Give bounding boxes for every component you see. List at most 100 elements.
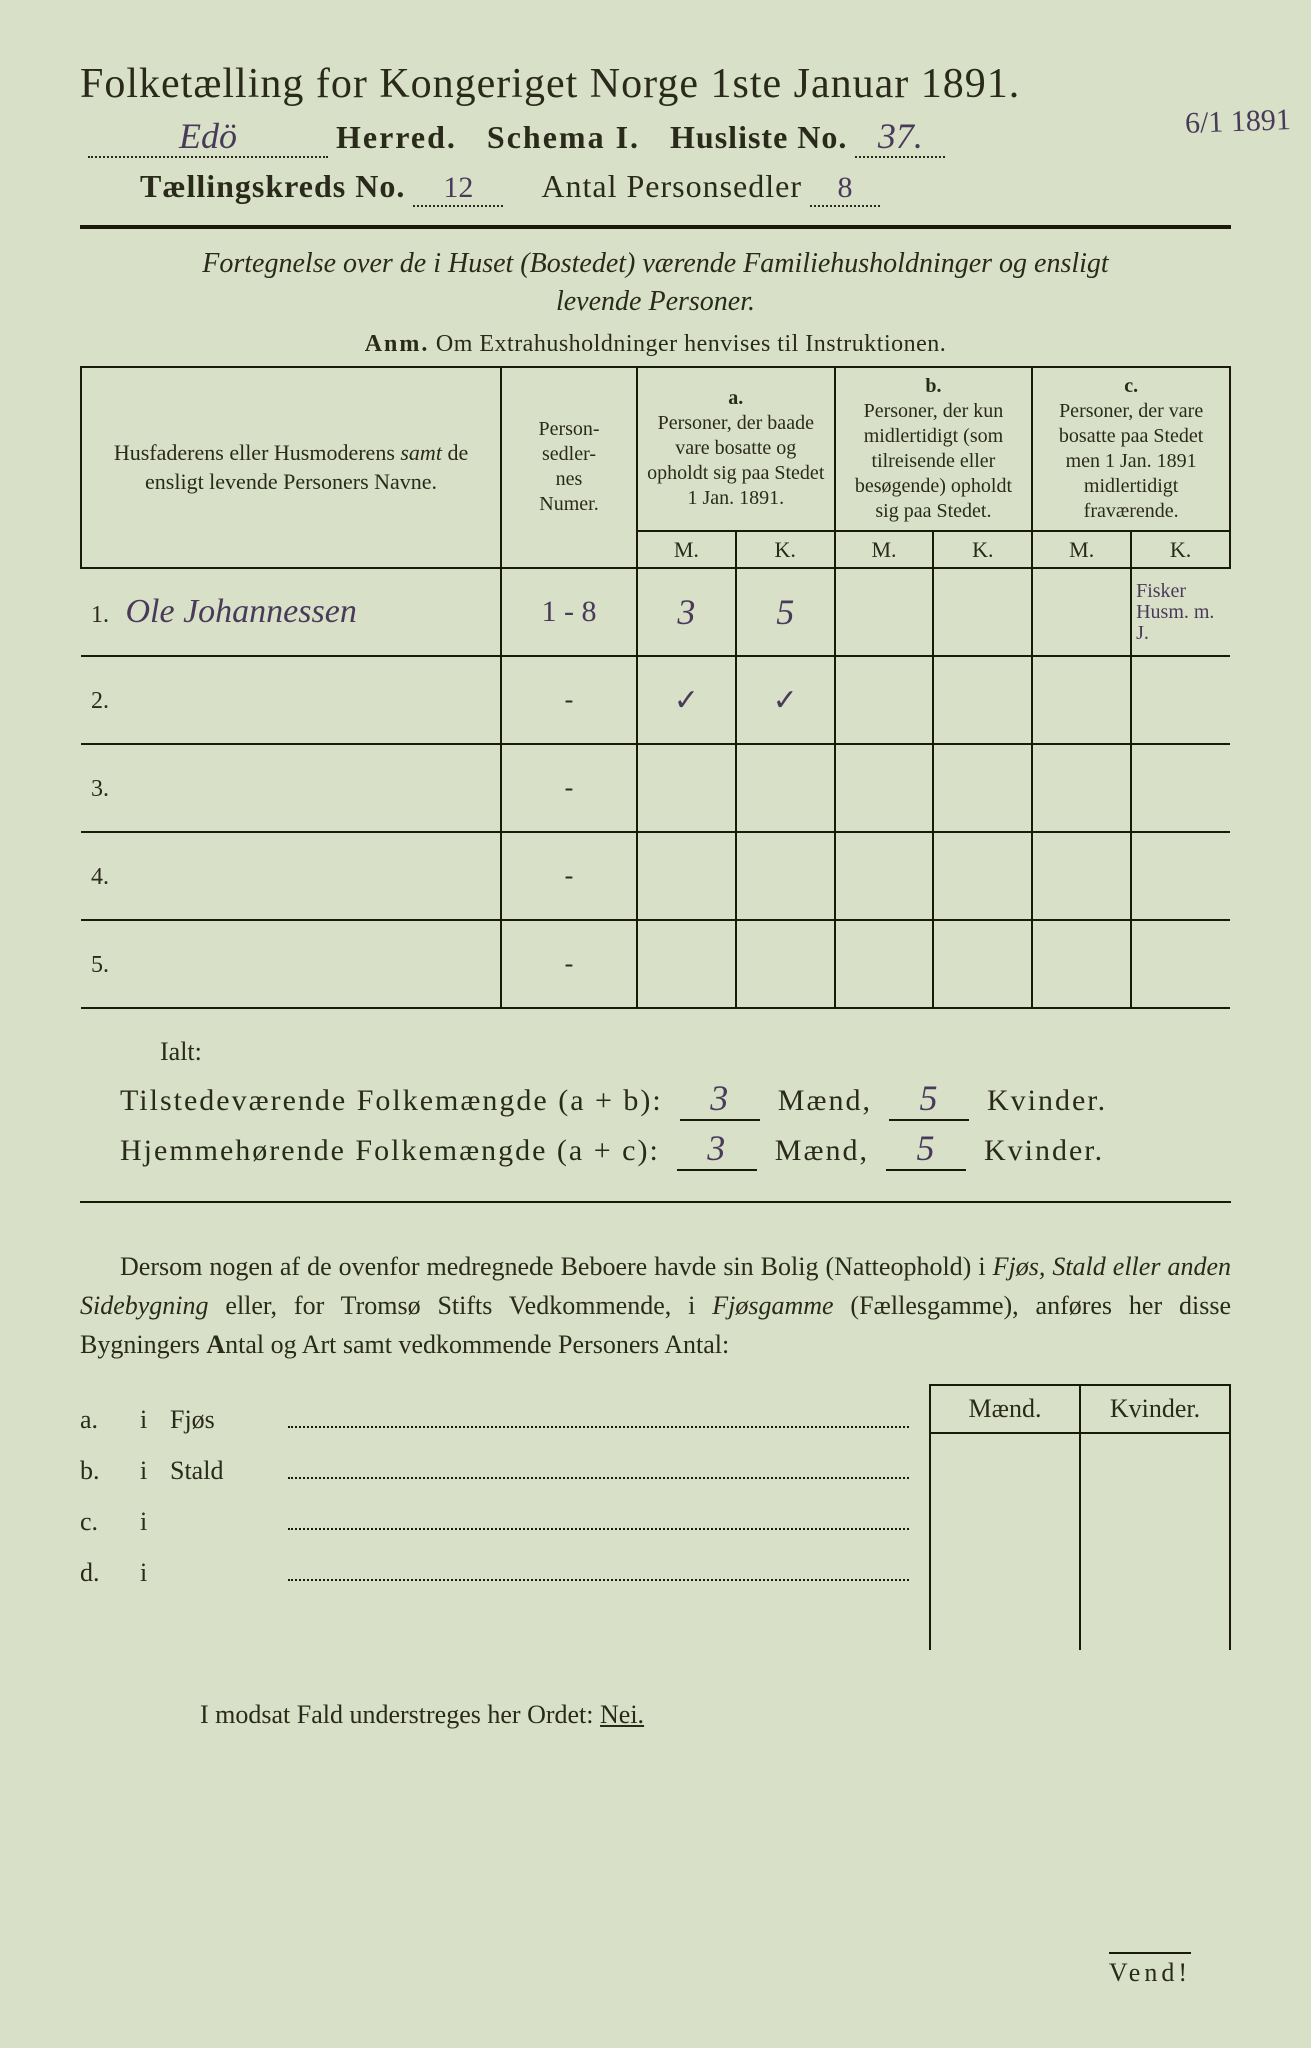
dwelling-paragraph: Dersom nogen af de ovenfor medregnede Be… [80,1247,1231,1364]
mk2-m-header: Mænd. [930,1385,1080,1433]
col-c-letter: c. [1039,374,1223,399]
dwelling-row: c. i [80,1502,909,1537]
col-c-text: Personer, der vare bosatte paa Stedet me… [1039,399,1223,524]
col-b-k: K. [933,531,1032,569]
dw-label: b. [80,1456,140,1486]
antal-label: Antal Personsedler [541,168,802,205]
turn-over-label: Vend! [1109,1952,1191,1988]
cell-a-k [736,920,835,1008]
table-row: 4. - [81,832,1230,920]
cell-b-k [933,832,1032,920]
subtitle-line1: Fortegnelse over de i Huset (Bostedet) v… [202,248,1108,279]
cell-c-m [1032,656,1131,744]
personsedler-num: - [501,656,637,744]
kvinder-label: Kvinder. [987,1084,1107,1117]
husliste-label: Husliste No. [670,119,847,156]
cell-b-m [835,656,934,744]
anm-label: Anm. [365,331,430,357]
cell-b-m [835,920,934,1008]
household-table: Husfaderens eller Husmode­rens samt de e… [80,366,1231,1010]
cell-b-k [933,568,1032,656]
census-form-page: Folketælling for Kongeriget Norge 1ste J… [0,0,1311,2048]
dotted-line [288,1400,909,1428]
col-a-letter: a. [644,386,828,411]
cell-c-m [1032,920,1131,1008]
dotted-line [288,1553,909,1581]
cell-c-m [1032,568,1131,656]
dwelling-list: a. i Fjøs b. i Stald c. i d. i [80,1384,929,1650]
herred-label: Herred. [336,119,457,156]
total-present-line: Tilstedeværende Folkemængde (a + b): 3 M… [120,1077,1231,1121]
nei-line: I modsat Fald understreges her Ordet: Ne… [200,1700,1231,1730]
col-name-header: Husfaderens eller Husmode­rens samt de e… [81,367,501,569]
table-row: 3. - [81,744,1230,832]
header-line-kreds: Tællingskreds No. 12 Antal Personsedler … [140,168,1231,207]
cell-b-m [835,568,934,656]
divider-mid [80,1201,1231,1203]
table-row: 2. - ✓ ✓ [81,656,1230,744]
total-resident-label: Hjemmehørende Folkemængde (a + c): [120,1134,660,1167]
total-present-m: 3 [710,1078,730,1118]
cell-b-k [933,744,1032,832]
row-number: 3. [91,776,119,803]
mk2-m-cell [930,1433,1080,1650]
row-number: 1. [91,602,119,629]
personsedler-num: - [501,920,637,1008]
cell-b-m [835,832,934,920]
cell-a-k: ✓ [773,684,798,717]
antal-value: 8 [837,171,852,204]
personsedler-num: - [501,744,637,832]
nei-word: Nei. [600,1700,644,1729]
cell-b-k [933,656,1032,744]
mk2-k-header: Kvinder. [1080,1385,1230,1433]
divider-top [80,225,1231,229]
col-c-m: M. [1032,531,1131,569]
dw-type: Fjøs [170,1405,280,1435]
herred-value: Edö [179,116,237,156]
col-c-header: c. Personer, der vare bosatte paa Stedet… [1032,367,1230,531]
cell-b-k [933,920,1032,1008]
dotted-line [288,1502,909,1530]
anm-text: Om Extrahusholdninger henvises til Instr… [436,331,946,357]
dw-label: d. [80,1558,140,1588]
dwelling-row: d. i [80,1553,909,1588]
dwelling-row: b. i Stald [80,1451,909,1486]
ialt-label: Ialt: [160,1037,1231,1067]
col-c-k: K. [1131,531,1230,569]
kreds-value: 12 [443,171,473,204]
dw-label: c. [80,1507,140,1537]
col-b-text: Personer, der kun midlertidigt (som tilr… [842,399,1026,524]
dw-i: i [140,1558,170,1588]
page-title: Folketælling for Kongeriget Norge 1ste J… [80,60,1231,108]
total-present-k: 5 [919,1078,939,1118]
occupation-note: Fisker Husm. m. J. [1132,579,1230,646]
cell-c-k [1131,920,1230,1008]
kreds-label: Tællingskreds No. [140,168,405,205]
dwelling-mk-table: Mænd. Kvinder. [929,1384,1231,1650]
maend-label: Mænd, [778,1084,872,1117]
cell-c-k [1131,744,1230,832]
row-number: 5. [91,952,119,979]
col-b-m: M. [835,531,934,569]
cell-b-m [835,744,934,832]
personsedler-num: 1 - 8 [542,595,597,628]
cell-c-m [1032,744,1131,832]
dw-label: a. [80,1405,140,1435]
col-num-header: Person- sedler- nes Numer. [501,367,637,569]
maend-label: Mænd, [775,1134,869,1167]
col-a-k: K. [736,531,835,569]
table-body: 1. Ole Johannessen 1 - 8 3 5 Fisker Husm… [81,568,1230,1008]
cell-c-k [1131,656,1230,744]
personsedler-num: - [501,832,637,920]
dw-i: i [140,1405,170,1435]
mk2-k-cell [1080,1433,1230,1650]
row-number: 2. [91,688,119,715]
cell-a-k: 5 [776,592,794,632]
cell-a-m [637,744,736,832]
cell-a-m: ✓ [674,684,699,717]
total-resident-line: Hjemmehørende Folkemængde (a + c): 3 Mæn… [120,1127,1231,1171]
col-b-letter: b. [842,374,1026,399]
cell-a-m: 3 [677,592,695,632]
cell-a-m [637,832,736,920]
col-a-header: a. Personer, der baade vare bosatte og o… [637,367,835,531]
